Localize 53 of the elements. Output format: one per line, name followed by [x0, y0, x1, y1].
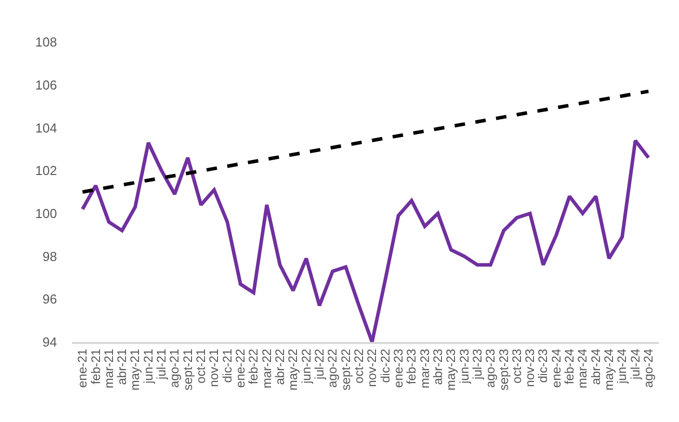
x-tick-label: jul-24	[628, 348, 642, 380]
x-tick-label: oct-22	[352, 348, 366, 384]
y-tick-label: 108	[35, 34, 57, 50]
x-tick-label: feb-21	[88, 348, 103, 384]
y-tick-label: 94	[42, 334, 57, 350]
x-tick-label: feb-23	[404, 348, 419, 384]
x-tick-label: nov-23	[523, 348, 538, 387]
x-tick-label: may-22	[286, 348, 300, 390]
x-tick-label: dic-23	[536, 348, 550, 383]
x-tick-label: jun-23	[457, 348, 472, 384]
x-tick-label: ene-22	[234, 348, 248, 388]
x-tick-label: feb-24	[562, 348, 577, 384]
x-tick-label: jun-21	[141, 348, 156, 384]
x-tick-label: abr-21	[115, 348, 130, 385]
y-tick-label: 98	[42, 248, 57, 264]
x-tick-label: jul-21	[154, 348, 169, 380]
x-tick-label: sept-21	[180, 348, 195, 390]
x-tick-label: may-23	[444, 348, 458, 390]
y-tick-label: 104	[35, 120, 57, 136]
x-tick-label: nov-22	[365, 348, 380, 387]
y-tick-label: 96	[42, 292, 57, 307]
x-tick-label: ene-23	[391, 348, 406, 388]
x-tick-label: nov-21	[207, 348, 222, 387]
x-tick-label: mar-22	[260, 348, 274, 388]
y-tick-label: 100	[35, 206, 57, 221]
x-tick-label: sept-22	[338, 348, 353, 390]
x-tick-label: abr-23	[430, 348, 445, 385]
x-tick-label: ene-21	[76, 348, 90, 388]
x-tick-label: ago-23	[484, 348, 498, 388]
x-tick-label: abr-22	[273, 348, 288, 385]
y-tick-label: 102	[35, 163, 57, 178]
x-tick-label: jul-23	[470, 348, 484, 380]
x-tick-label: feb-22	[246, 348, 261, 384]
x-tick-label: ago-24	[642, 348, 656, 388]
x-tick-label: dic-21	[220, 348, 234, 383]
x-tick-label: mar-21	[102, 348, 116, 388]
x-tick-label: may-24	[602, 348, 616, 390]
x-tick-label: oct-21	[194, 348, 208, 384]
x-tick-label: jun-22	[299, 348, 314, 384]
x-tick-label: jul-22	[312, 348, 326, 380]
x-tick-label: ago-21	[168, 348, 182, 388]
x-tick-label: dic-22	[378, 348, 392, 383]
x-tick-label: abr-24	[588, 348, 603, 385]
x-tick-label: sept-23	[496, 348, 511, 390]
line-series	[80, 138, 650, 342]
x-tick-label: may-21	[128, 348, 142, 390]
y-tick-label: 106	[35, 77, 57, 92]
x-tick-label: mar-23	[418, 348, 432, 388]
x-tick-label: ago-22	[326, 348, 340, 388]
x-tick-label: mar-24	[576, 348, 590, 388]
x-tick-label: ene-24	[549, 348, 564, 388]
x-tick-label: oct-23	[510, 348, 524, 384]
x-tick-label: jun-24	[615, 348, 630, 384]
